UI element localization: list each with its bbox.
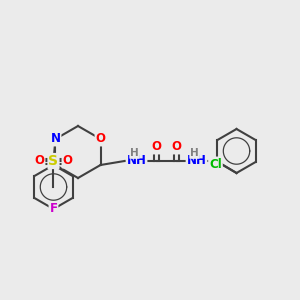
Text: H: H: [130, 148, 139, 158]
Text: NH: NH: [187, 154, 206, 167]
Text: N: N: [50, 133, 61, 146]
Text: H: H: [190, 148, 199, 158]
Text: O: O: [62, 154, 73, 167]
Text: F: F: [50, 202, 58, 215]
Text: O: O: [95, 133, 106, 146]
Text: O: O: [152, 140, 161, 154]
Text: Cl: Cl: [209, 158, 222, 170]
Text: O: O: [34, 154, 44, 167]
Text: NH: NH: [127, 154, 146, 167]
Text: O: O: [172, 140, 182, 154]
Text: S: S: [49, 154, 58, 168]
